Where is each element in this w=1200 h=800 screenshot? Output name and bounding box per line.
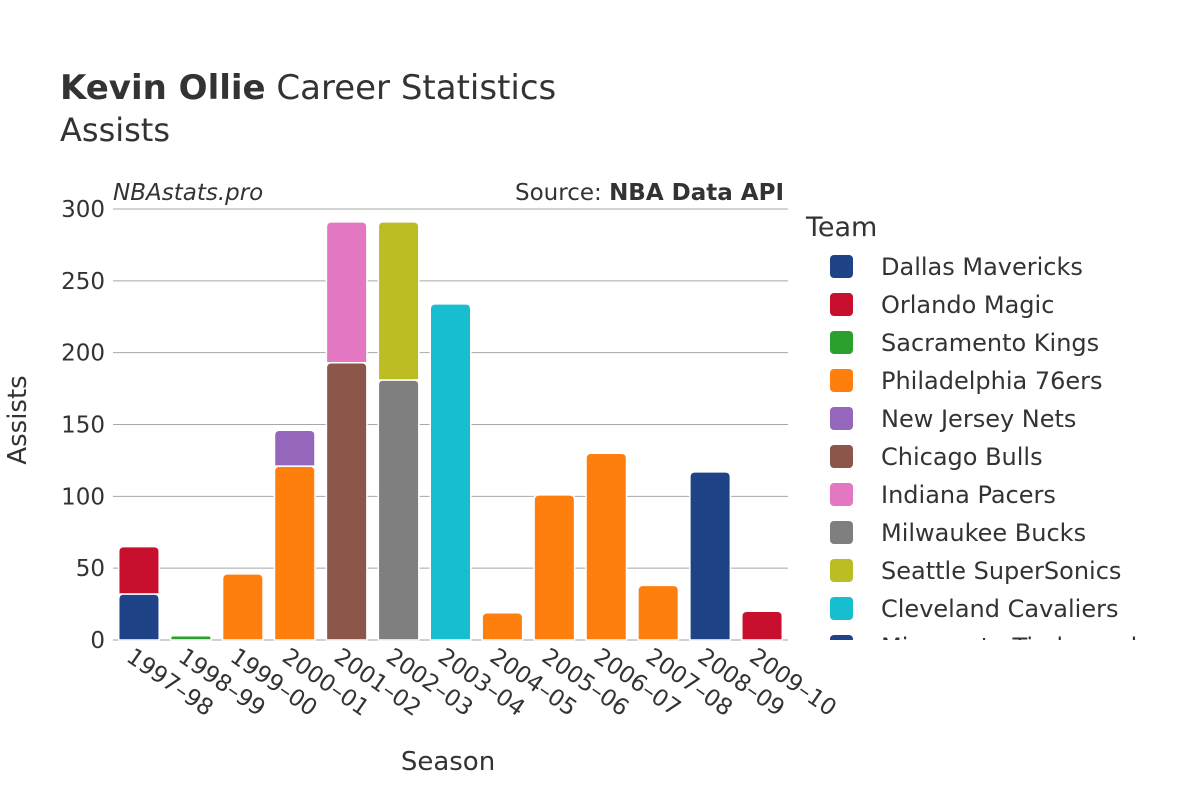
bar-segment[interactable] [117,593,160,641]
legend-swatch[interactable] [830,293,853,316]
legend-swatch[interactable] [830,407,853,430]
legend-swatch[interactable] [830,559,853,582]
source-label: Source: NBA Data API [515,180,784,206]
legend-swatch[interactable] [830,369,853,392]
y-axis-label: Assists [3,375,33,464]
legend-swatch[interactable] [830,445,853,468]
legend-swatch[interactable] [830,521,853,544]
legend-label[interactable]: Minnesota Timberwolves [881,633,1179,661]
chart-title: Kevin Ollie Career Statistics [60,66,760,110]
x-axis-ticks: 1997–981998–991999–002000–012001–022002–… [122,644,841,722]
bar-segment[interactable] [221,573,264,641]
legend-label[interactable]: Seattle SuperSonics [881,557,1121,585]
legend-label[interactable]: New Jersey Nets [881,405,1076,433]
bar-segment[interactable] [169,634,212,641]
legend-swatch[interactable] [830,483,853,506]
source-name: NBA Data API [609,180,784,206]
x-axis-label: Season [401,747,495,777]
legend-swatch[interactable] [830,635,853,658]
y-axis-ticks: 0 50 100 150 200 250 300 [61,197,105,654]
bar-segment[interactable] [325,361,368,641]
chart-header: Kevin Ollie Career Statistics Assists [60,66,760,150]
watermark: NBAstats.pro [113,180,263,206]
legend-label[interactable]: Sacramento Kings [881,329,1099,357]
legend: Dallas Mavericks Orlando Magic Sacramento … [830,253,1179,661]
legend-swatch[interactable] [830,331,853,354]
bar-segment[interactable] [377,379,420,641]
bar-segment[interactable] [533,494,576,641]
bar-segment[interactable] [689,471,732,641]
legend-label[interactable]: Dallas Mavericks [881,253,1083,281]
chart-subtitle: Assists [60,111,171,149]
bar-segment[interactable] [585,452,628,641]
legend-label[interactable]: Philadelphia 76ers [881,367,1103,395]
source-prefix: Source: [515,180,609,206]
bar-segment[interactable] [273,465,316,641]
y-tick-label: 200 [61,341,105,367]
legend-label[interactable]: Milwaukee Bucks [881,519,1086,547]
legend-label[interactable]: Orlando Magic [881,291,1054,319]
y-tick-label: 0 [90,628,105,654]
legend-swatch[interactable] [830,597,853,620]
y-tick-label: 50 [76,556,105,582]
legend-swatch[interactable] [830,255,853,278]
bar-segment[interactable] [377,221,420,381]
bar-segment[interactable] [325,221,368,364]
legend-label[interactable]: Cleveland Cavaliers [881,595,1118,623]
y-tick-label: 100 [61,484,105,510]
y-tick-label: 300 [61,197,105,223]
bar-segment[interactable] [429,303,472,641]
bar-layer [117,221,784,641]
legend-label[interactable]: Chicago Bulls [881,443,1043,471]
bar-segment[interactable] [273,429,316,467]
legend-title: Team [805,212,877,243]
bar-segment[interactable] [117,545,160,595]
y-tick-label: 250 [61,269,105,295]
bar-segment[interactable] [741,610,784,641]
legend-label[interactable]: Indiana Pacers [881,481,1056,509]
bar-segment[interactable] [481,611,524,641]
bar-segment[interactable] [637,584,680,641]
y-tick-label: 150 [61,413,105,439]
chart-title-player: Kevin Ollie [60,68,266,108]
chart-title-rest: Career Statistics [265,68,557,108]
